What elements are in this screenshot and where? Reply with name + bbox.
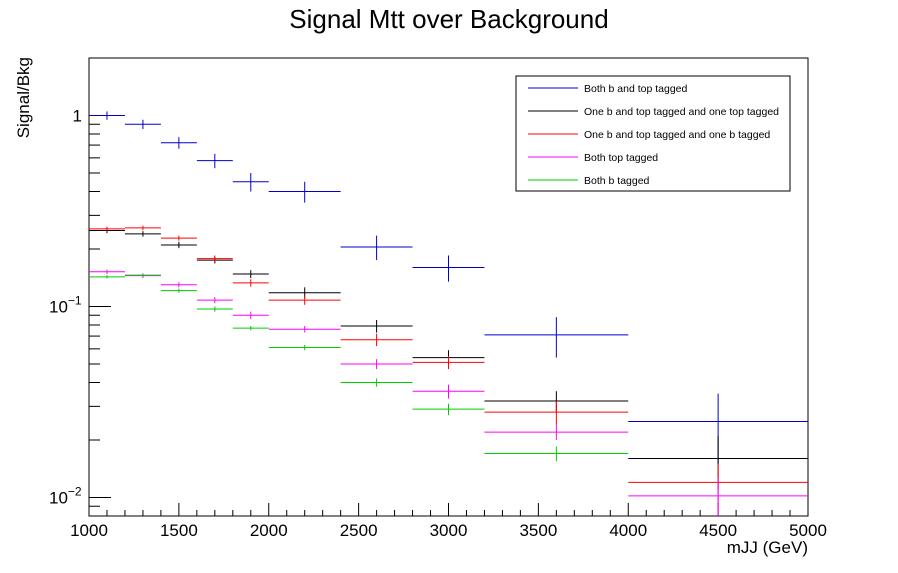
x-axis-title: mJJ (GeV) <box>727 538 808 557</box>
x-tick-label: 4500 <box>699 521 737 540</box>
legend-entry-label: One b and top tagged and one top tagged <box>584 106 779 118</box>
series-4 <box>89 273 629 462</box>
series-3 <box>89 269 808 516</box>
x-tick-label: 3000 <box>430 521 468 540</box>
series-0 <box>89 111 808 464</box>
x-tick-label: 1500 <box>160 521 198 540</box>
legend-entry-label: Both top tagged <box>584 152 658 164</box>
chart-title: Signal Mtt over Background <box>289 4 608 34</box>
x-tick-label: 4000 <box>609 521 647 540</box>
legend-entry-label: Both b and top tagged <box>584 83 687 95</box>
plot-area: 1000 1500 2000 2500 3000 3500 4000 4500 5000 1 10−… <box>49 57 827 540</box>
legend-entry-label: One b and top tagged and one b tagged <box>584 129 770 141</box>
legend-entry-label: Both b tagged <box>584 175 650 187</box>
x-tick-label: 5000 <box>789 521 827 540</box>
x-tick-label: 2500 <box>340 521 378 540</box>
x-tick-label: 2000 <box>250 521 288 540</box>
y-axis-title: Signal/Bkg <box>14 57 33 138</box>
y-tick-label: 10−1 <box>49 293 82 316</box>
series-2 <box>89 225 808 507</box>
y-tick-label: 10−2 <box>49 484 82 507</box>
y-tick-label: 1 <box>73 106 82 125</box>
legend: Both b and top tagged One b and top tagge… <box>515 75 791 192</box>
x-tick-label: 1000 <box>70 521 108 540</box>
x-tick-label: 3500 <box>519 521 557 540</box>
